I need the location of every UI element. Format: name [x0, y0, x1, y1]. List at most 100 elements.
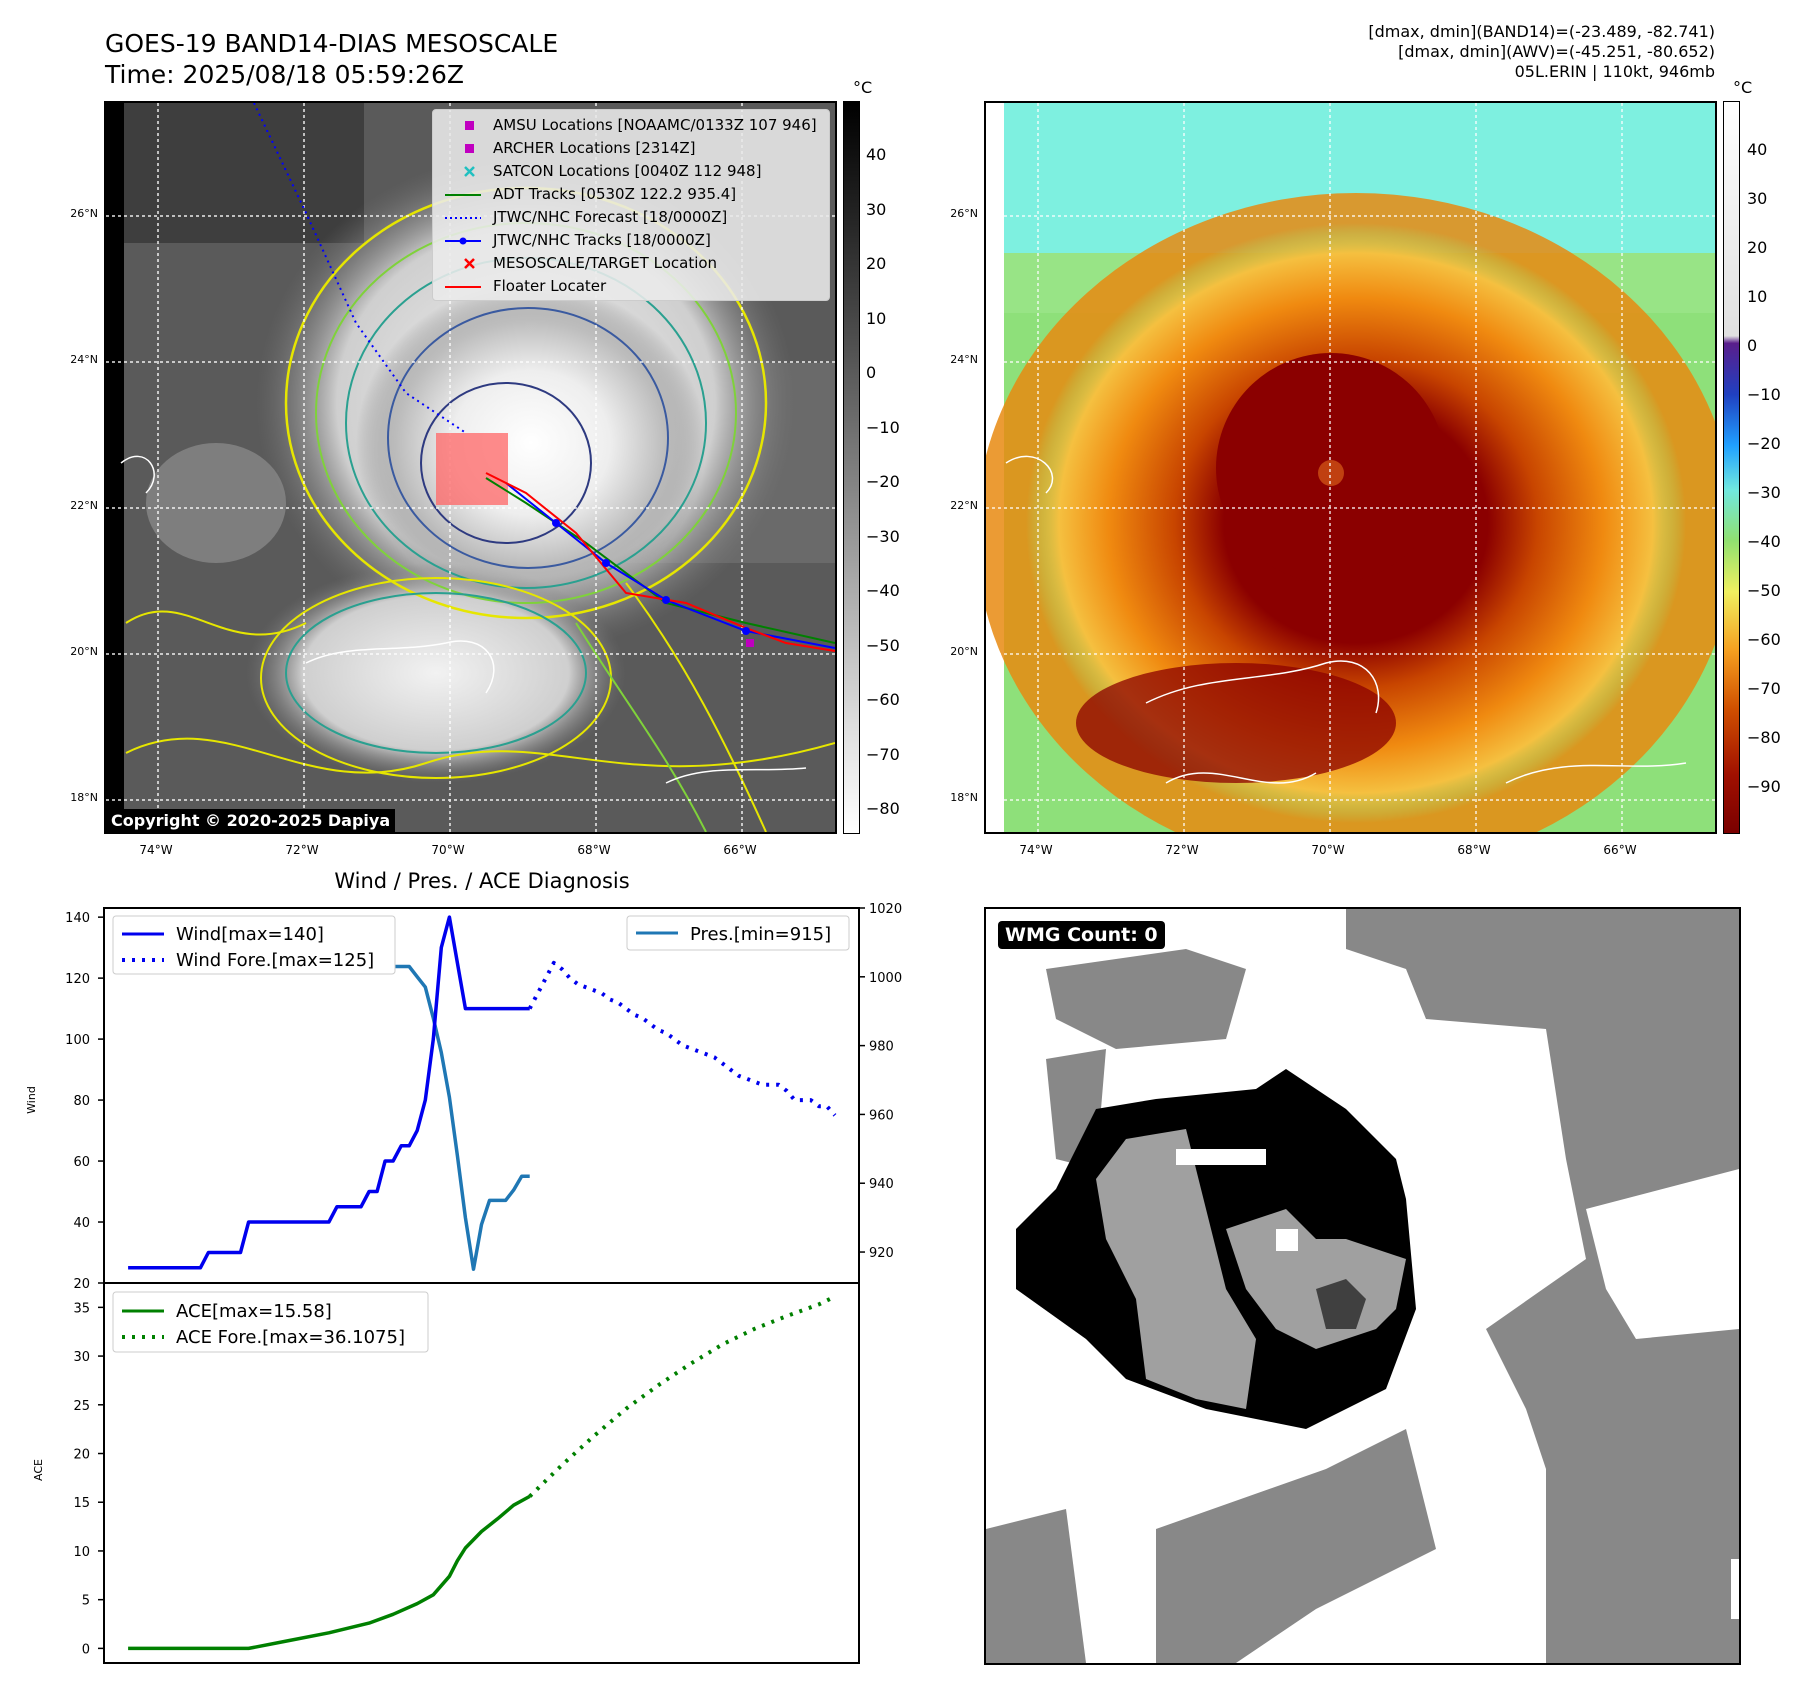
- colorbar-unit: °C: [1733, 78, 1753, 97]
- ace-tick-label: 25: [73, 1399, 90, 1414]
- colorbar-tick: −60: [866, 690, 900, 709]
- colorbar-tick: 20: [1747, 238, 1768, 257]
- ir-color-map: [984, 101, 1717, 834]
- legend-label: AMSU Locations [NOAAMC/0133Z 107 946]: [493, 116, 817, 134]
- wind-forecast-series-line: [527, 960, 837, 1117]
- lat-label: 18°N: [70, 791, 98, 804]
- colorbar-tick: 10: [1747, 287, 1768, 306]
- legend-label: ARCHER Locations [2314Z]: [493, 139, 696, 157]
- wmg-classification-map: WMG Count: 0: [984, 907, 1741, 1665]
- figure-title: GOES-19 BAND14-DIAS MESOSCALE Time: 2025…: [105, 28, 558, 90]
- lon-label: 72°W: [1165, 843, 1199, 857]
- colorbar-unit: °C: [853, 78, 873, 97]
- ace-tick-label: 20: [73, 1448, 90, 1463]
- storm-summary: 05L.ERIN | 110kt, 946mb: [1514, 62, 1715, 81]
- lat-label: 22°N: [70, 499, 98, 512]
- lon-label: 68°W: [1457, 843, 1491, 857]
- wind-tick-label: 120: [65, 972, 90, 987]
- pressure-tick-label: 940: [869, 1177, 894, 1192]
- wmg-count-label: WMG Count: 0: [998, 921, 1165, 949]
- colorbar-tick: 30: [1747, 189, 1768, 208]
- title-line-1: GOES-19 BAND14-DIAS MESOSCALE: [105, 29, 559, 58]
- pressure-legend: Pres.[min=915]: [626, 915, 850, 951]
- ace-tick-label: 15: [73, 1496, 90, 1511]
- ace-tick-label: 35: [73, 1301, 90, 1316]
- lon-label: 74°W: [139, 843, 173, 857]
- wind-tick-label: 60: [73, 1155, 90, 1170]
- legend-wind: Wind[max=140]: [176, 924, 324, 945]
- lat-label: 20°N: [70, 645, 98, 658]
- grayscale-colorbar: [843, 101, 860, 834]
- legend-wind-forecast: Wind Fore.[max=125]: [176, 950, 374, 971]
- pressure-series-line: [152, 930, 530, 1271]
- ace-legend: ACE[max=15.58] ACE Fore.[max=36.1075]: [112, 1291, 429, 1353]
- lon-label: 66°W: [723, 843, 757, 857]
- colorbar-tick: −50: [1747, 581, 1781, 600]
- lat-label: 26°N: [950, 207, 978, 220]
- colorbar-tick: 10: [866, 308, 887, 328]
- lat-label: 22°N: [950, 499, 978, 512]
- lat-label: 26°N: [70, 207, 98, 220]
- legend-label: ADT Tracks [0530Z 122.2 935.4]: [493, 185, 737, 203]
- pressure-tick-label: 960: [869, 1108, 894, 1123]
- copyright-label: Copyright © 2020-2025 Dapiya: [106, 809, 396, 832]
- color-ir-colorbar: [1723, 101, 1740, 834]
- ace-forecast-series-line: [528, 1294, 836, 1498]
- lat-label: 24°N: [950, 353, 978, 366]
- colorbar-tick: −50: [866, 635, 900, 655]
- colorbar-tick: −70: [866, 744, 900, 764]
- lat-label: 18°N: [950, 791, 978, 804]
- legend-label: MESOSCALE/TARGET Location: [493, 254, 718, 272]
- wmg-image: [986, 909, 1739, 1663]
- colorbar-tick: −40: [1747, 532, 1781, 551]
- wind-tick-label: 140: [65, 911, 90, 926]
- pressure-tick-label: 1020: [869, 902, 902, 917]
- map-legend: AMSU Locations [NOAAMC/0133Z 107 946] AR…: [432, 109, 830, 301]
- lon-label: 66°W: [1603, 843, 1637, 857]
- colorbar-tick: 40: [1747, 140, 1768, 159]
- pressure-tick-label: 980: [869, 1040, 894, 1055]
- wind-legend: Wind[max=140] Wind Fore.[max=125]: [112, 915, 396, 975]
- lon-label: 74°W: [1019, 843, 1053, 857]
- colorbar-tick: −30: [1747, 483, 1781, 502]
- storm-info: [dmax, dmin](BAND14)=(-23.489, -82.741) …: [1368, 22, 1715, 82]
- legend-label: SATCON Locations [0040Z 112 948]: [493, 162, 762, 180]
- wind-tick-label: 20: [73, 1277, 90, 1292]
- legend-label: JTWC/NHC Tracks [18/0000Z]: [493, 231, 711, 249]
- colorbar-tick: 30: [866, 199, 887, 219]
- ace-panel-frame: [103, 1282, 860, 1664]
- wind-axis-label: Wind: [25, 1086, 38, 1114]
- ace-tick-label: 5: [82, 1594, 90, 1609]
- chart-title: Wind / Pres. / ACE Diagnosis: [334, 869, 629, 893]
- colorbar-tick: −90: [1747, 777, 1781, 796]
- colorbar-tick: −70: [1747, 679, 1781, 698]
- lat-label: 24°N: [70, 353, 98, 366]
- lon-label: 68°W: [577, 843, 611, 857]
- ace-tick-label: 0: [82, 1642, 90, 1657]
- ace-tick-label: 30: [73, 1350, 90, 1365]
- ace-axis-label: ACE: [32, 1459, 45, 1481]
- colorbar-tick: −20: [1747, 434, 1781, 453]
- colorbar-tick: −10: [1747, 385, 1781, 404]
- ace-series-line: [128, 1494, 531, 1651]
- ace-tick-label: 10: [73, 1545, 90, 1560]
- legend-ace-forecast: ACE Fore.[max=36.1075]: [176, 1327, 405, 1348]
- legend-ace: ACE[max=15.58]: [176, 1301, 332, 1322]
- colorbar-tick: 20: [866, 254, 887, 273]
- ir-color-image: [986, 103, 1715, 832]
- colorbar-tick: −80: [1747, 728, 1781, 747]
- lon-label: 70°W: [1311, 843, 1345, 857]
- pressure-tick-label: 920: [869, 1246, 894, 1261]
- colorbar-tick: −10: [866, 417, 900, 437]
- legend-label: JTWC/NHC Forecast [18/0000Z]: [493, 208, 728, 226]
- awv-range: [dmax, dmin](AWV)=(-45.251, -80.652): [1398, 42, 1715, 61]
- legend-pressure: Pres.[min=915]: [690, 924, 831, 945]
- colorbar-tick: −80: [866, 799, 900, 818]
- band14-range: [dmax, dmin](BAND14)=(-23.489, -82.741): [1368, 22, 1715, 41]
- wind-tick-label: 80: [73, 1094, 90, 1109]
- colorbar-tick: −60: [1747, 630, 1781, 649]
- lat-label: 20°N: [950, 645, 978, 658]
- legend-label: Floater Locater: [493, 277, 607, 295]
- pressure-tick-label: 1000: [869, 971, 902, 986]
- ir-grayscale-map: Copyright © 2020-2025 Dapiya AMSU Locati…: [104, 101, 837, 834]
